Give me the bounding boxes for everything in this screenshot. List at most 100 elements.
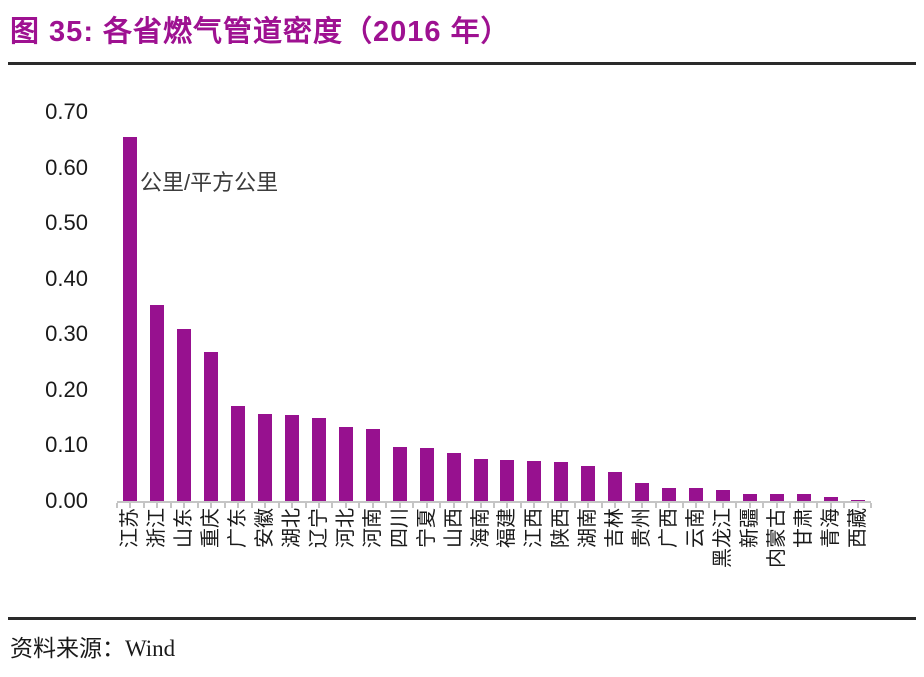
x-axis-label-text: 黑龙江 — [711, 508, 734, 568]
x-axis-tick — [129, 503, 132, 508]
x-axis-tick — [237, 503, 240, 508]
x-axis-tick — [654, 503, 657, 508]
x-axis-tick — [358, 503, 361, 508]
x-axis-label-text: 青海 — [819, 508, 842, 548]
bar — [769, 494, 784, 501]
title-divider-line — [8, 62, 916, 65]
x-axis-tick — [452, 503, 455, 508]
x-axis-label-text: 河北 — [334, 508, 357, 548]
x-axis-tick — [398, 503, 401, 508]
x-axis-label-text: 山西 — [442, 508, 465, 548]
x-axis-label-text: 湖南 — [577, 508, 600, 548]
x-axis-tick — [156, 503, 159, 508]
x-axis-tick — [371, 503, 374, 508]
x-axis-label-text: 浙江 — [146, 508, 169, 548]
y-axis-label: 0.20 — [45, 376, 88, 402]
y-axis-label: 0.60 — [45, 154, 88, 180]
x-axis-tick — [762, 503, 765, 508]
bar — [527, 461, 542, 501]
x-axis-tick — [317, 503, 320, 508]
x-axis-label-text: 福建 — [496, 508, 519, 548]
x-axis-tick — [641, 503, 644, 508]
x-axis-label-text: 海南 — [469, 508, 492, 548]
x-axis-tick — [264, 503, 267, 508]
x-axis-label-text: 山东 — [173, 508, 196, 548]
x-axis-tick — [412, 503, 415, 508]
bar — [231, 406, 246, 501]
x-axis-tick — [775, 503, 778, 508]
x-axis-tick — [116, 503, 118, 508]
x-axis-tick — [385, 503, 388, 508]
x-axis-tick — [614, 503, 617, 508]
x-axis-tick — [344, 503, 347, 508]
bar — [204, 352, 219, 501]
x-axis-tick — [506, 503, 509, 508]
x-axis-tick — [425, 503, 428, 508]
x-axis-label-text: 西藏 — [846, 508, 869, 548]
x-axis-label-text: 安徽 — [254, 508, 277, 548]
bar — [554, 462, 569, 501]
bar — [473, 459, 488, 501]
x-axis-label-text: 甘肃 — [792, 508, 815, 548]
y-axis-unit-label: 公里/平方公里 — [140, 170, 279, 195]
x-axis-tick — [816, 503, 819, 508]
y-axis-label: 0.00 — [45, 488, 88, 513]
x-axis-tick — [668, 503, 671, 508]
x-axis-label-text: 贵州 — [631, 508, 654, 548]
x-axis-tick — [843, 503, 846, 508]
bar — [715, 490, 730, 501]
bar — [338, 427, 353, 501]
x-axis-label-text: 江苏 — [119, 508, 142, 548]
bar — [823, 497, 838, 501]
y-axis-label: 0.30 — [45, 321, 88, 347]
x-axis-label-text: 重庆 — [200, 508, 223, 548]
x-axis-tick — [250, 503, 253, 508]
x-axis-tick — [169, 503, 172, 508]
x-axis-tick — [560, 503, 563, 508]
x-axis-tick — [600, 503, 603, 508]
x-axis-label-text: 广西 — [658, 508, 681, 548]
bar — [635, 483, 650, 501]
x-axis-label-text: 新疆 — [738, 508, 761, 548]
bar — [796, 494, 811, 501]
x-axis-tick — [870, 503, 872, 508]
bar — [285, 415, 300, 501]
x-axis-tick — [142, 503, 145, 508]
bar — [311, 418, 326, 501]
x-axis-tick — [721, 503, 724, 508]
x-axis-label-text: 宁夏 — [415, 508, 438, 548]
x-axis-label-text: 吉林 — [604, 508, 627, 548]
bar — [581, 466, 596, 501]
x-axis-tick — [519, 503, 522, 508]
x-axis-tick — [789, 503, 792, 508]
bar — [258, 414, 273, 501]
x-axis-tick — [627, 503, 630, 508]
figure-title: 图 35: 各省燃气管道密度（2016 年） — [10, 16, 511, 48]
x-axis-tick — [856, 503, 859, 508]
footer-divider-line — [8, 617, 916, 620]
bar — [419, 448, 434, 501]
x-axis-tick — [304, 503, 307, 508]
bar — [662, 488, 677, 501]
x-axis-label-text: 广东 — [227, 508, 250, 548]
bar — [150, 305, 165, 501]
y-axis-label: 0.70 — [45, 99, 88, 124]
x-axis-tick — [735, 503, 738, 508]
bar-chart: 公里/平方公里 0.70 0.60 0.50 0.40 0.30 0.20 0.10 0.00… — [0, 70, 924, 610]
bar — [742, 494, 757, 501]
x-axis-tick — [681, 503, 684, 508]
x-axis-tick — [694, 503, 697, 508]
x-axis-tick — [546, 503, 549, 508]
bar — [177, 329, 192, 501]
x-axis-tick — [466, 503, 469, 508]
y-axis-label: 0.10 — [45, 432, 88, 458]
y-axis-label: 0.40 — [45, 265, 88, 291]
x-axis-tick — [587, 503, 590, 508]
x-axis-line — [117, 501, 871, 503]
bar — [392, 447, 407, 501]
x-axis-label-text: 陕西 — [550, 508, 573, 548]
x-axis-label-text: 江西 — [523, 508, 546, 548]
bar — [608, 472, 623, 501]
x-axis-tick — [573, 503, 576, 508]
